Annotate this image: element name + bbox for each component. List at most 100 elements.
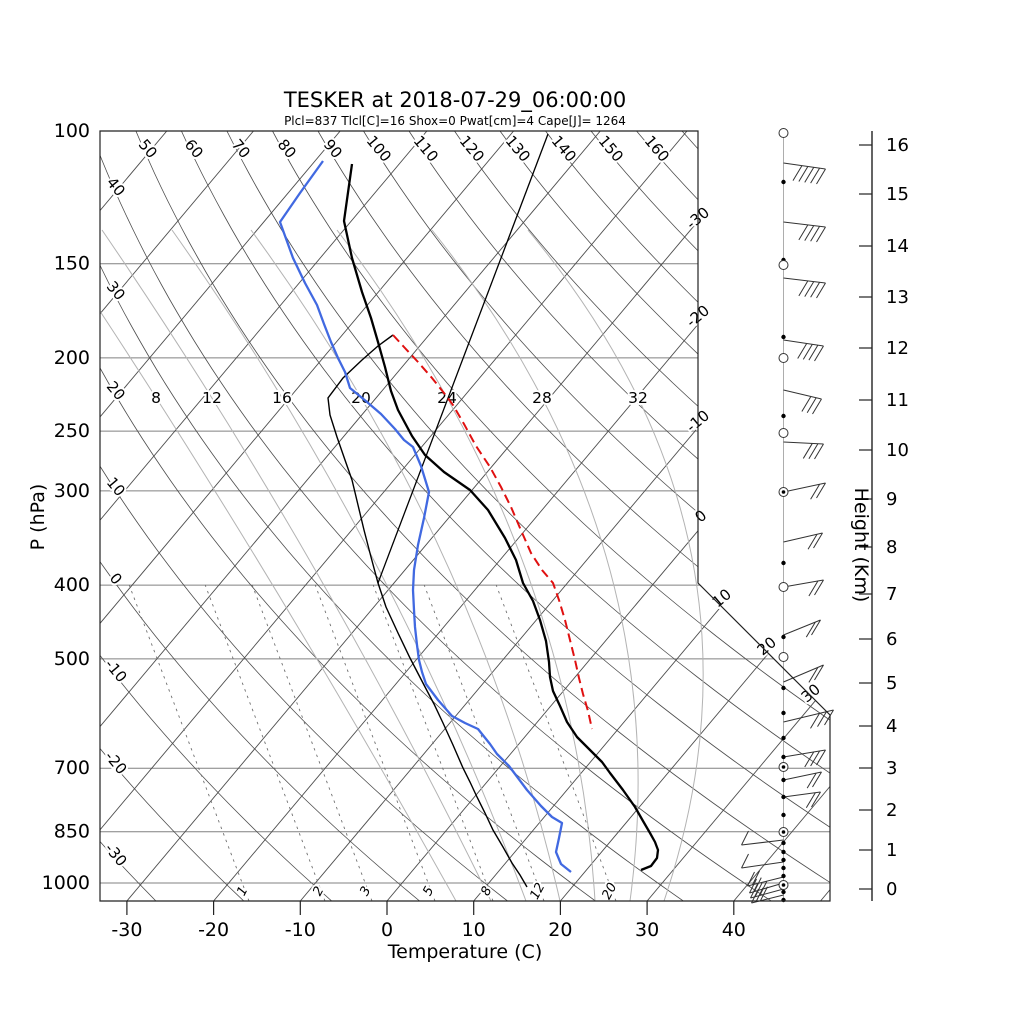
mixing-ratio-label: 12 (527, 881, 548, 903)
pressure-tick-label: 700 (54, 757, 90, 779)
dewpoint-curve (278, 160, 572, 873)
moist-adiabat-label: 12 (202, 389, 222, 407)
dry-adiabat-label: 80 (274, 136, 300, 162)
wind-barb (783, 339, 824, 362)
moist-adiabat-line (431, 229, 639, 901)
chart-subtitle: Plcl=837 Tlcl[C]=16 Shox=0 Pwat[cm]=4 Ca… (284, 114, 626, 128)
dry-adiabat-line (272, 131, 830, 901)
isotherm-line (299, 131, 830, 901)
station-dot (781, 685, 786, 691)
station-dot (781, 710, 786, 716)
dry-adiabat-line (590, 131, 830, 901)
dry-adiabat-label: 10 (103, 474, 129, 500)
station-dot (781, 777, 786, 783)
dry-adiabat-label: 30 (103, 278, 129, 304)
moist-adiabat-label: 24 (437, 389, 457, 407)
dry-adiabat-line (317, 131, 830, 901)
aux-profile-curve (327, 334, 528, 888)
isotherm-line (100, 131, 428, 901)
pressure-tick-label: 250 (54, 420, 90, 442)
dry-adiabat-label: 150 (595, 132, 627, 166)
temperature-tick-label: -30 (111, 919, 142, 941)
mixing-ratio-label: 3 (357, 884, 374, 898)
station-dot (781, 865, 786, 871)
height-tick-label: 8 (886, 537, 897, 558)
pressure-tick-label: 200 (54, 347, 90, 369)
station-dot (781, 179, 786, 185)
station-dot (781, 560, 786, 566)
moist-adiabat-label: 28 (532, 389, 552, 407)
dry-adiabat-line (100, 131, 332, 901)
height-tick-label: 13 (886, 287, 909, 308)
height-tick-label: 0 (886, 879, 897, 900)
dry-adiabat-line (100, 131, 420, 901)
wind-barb (783, 749, 826, 768)
temperature-tick-label: 0 (381, 919, 393, 941)
isotherm-line (100, 131, 688, 901)
wind-barb (783, 532, 823, 550)
plot-border (99, 130, 831, 902)
pressure-tick-label: 150 (54, 253, 90, 275)
pressure-tick-label: 850 (54, 821, 90, 843)
dry-adiabat-line (100, 131, 245, 901)
station-dot (781, 735, 786, 741)
isotherm-line (100, 131, 601, 901)
dry-adiabat-label: -30 (101, 840, 131, 870)
isotherm-line (646, 131, 830, 901)
parcel-path-curve (392, 334, 593, 730)
station-circle (778, 353, 789, 363)
dry-adiabat-label: 40 (103, 174, 129, 200)
moist-adiabat-line (100, 229, 457, 901)
height-tick-label: 16 (886, 135, 909, 156)
temperature-curve (342, 163, 660, 872)
dry-adiabat-label: 110 (410, 132, 442, 166)
temperature-tick-label: -10 (285, 919, 316, 941)
wind-barb (741, 853, 784, 869)
height-axis-label: Height (Km) (850, 488, 872, 603)
sounding-curves (278, 133, 660, 888)
height-tick-label: 3 (886, 758, 897, 779)
isotherm-line (560, 131, 830, 901)
height-tick-label: 11 (886, 390, 909, 411)
pressure-tick-label: 500 (54, 648, 90, 670)
height-tick-label: 15 (886, 184, 909, 205)
dry-adiabat-line (100, 131, 772, 901)
station-dot (781, 413, 786, 419)
isotherm-label: 30 (798, 680, 824, 706)
station-dot (781, 889, 786, 895)
dry-adiabat-label: 130 (502, 132, 534, 166)
temperature-tick-label: 30 (635, 919, 659, 941)
station-dot (781, 754, 786, 760)
pressure-axis-label: P (hPa) (27, 484, 49, 551)
dry-adiabat-label: 20 (103, 378, 129, 404)
moist-adiabat-label: 32 (628, 389, 648, 407)
wind-barb (783, 579, 824, 597)
moist-adiabat-line (527, 229, 704, 901)
temperature-tick-label: 40 (722, 919, 746, 941)
dry-adiabat-line (100, 131, 508, 901)
height-tick-label: 1 (886, 840, 897, 861)
moist-adiabat-line (336, 229, 596, 901)
temperature-axis-label: Temperature (C) (387, 941, 543, 963)
height-tick-label: 9 (886, 489, 897, 510)
mixing-ratio-line (314, 584, 436, 901)
height-tick-label: 6 (886, 629, 897, 650)
height-tick-label: 4 (886, 716, 897, 737)
wind-barb (741, 830, 784, 846)
station-circle-center-dot (781, 883, 786, 887)
station-circle-center-dot (781, 830, 786, 834)
isotherm-line (733, 131, 830, 901)
isotherm-line (100, 131, 341, 901)
pressure-tick-label: 300 (54, 480, 90, 502)
dry-adiabat-label: 160 (641, 132, 673, 166)
station-dot (781, 634, 786, 640)
mixing-ratio-line (204, 584, 326, 901)
wind-barb (783, 221, 826, 243)
station-circle (778, 652, 789, 662)
isotherm-line (100, 131, 254, 901)
isotherm-label: 20 (754, 633, 780, 659)
wind-barb (783, 791, 821, 808)
